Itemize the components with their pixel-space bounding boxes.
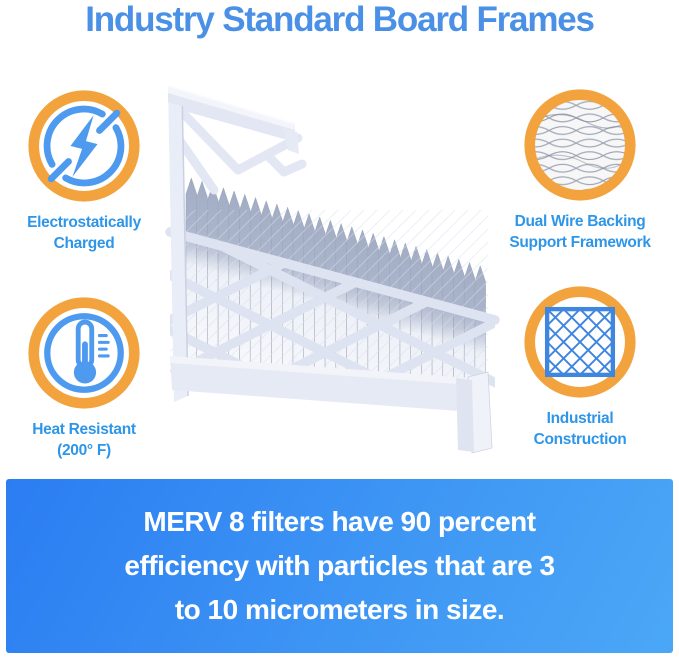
banner-line: efficiency with particles that are 3 [124,550,555,581]
diamond-lattice-icon [522,284,638,400]
lightning-bolt-icon [26,88,142,204]
merv-efficiency-banner: MERV 8 filters have 90 percent efficienc… [6,479,673,653]
feature-industrial: Industrial Construction [488,284,672,451]
banner-line: MERV 8 filters have 90 percent [143,506,536,537]
banner-line: to 10 micrometers in size. [174,594,505,625]
feature-wire-backing: Dual Wire Backing Support Framework [488,87,672,254]
feature-label-electrostatic: Electrostatically Charged [27,214,141,252]
wire-mesh-icon [522,87,638,203]
feature-electrostatic: Electrostatically Charged [0,88,176,255]
air-filter-image [150,60,510,470]
feature-label-wire-backing: Dual Wire Backing Support Framework [509,213,651,251]
feature-label-industrial: Industrial Construction [533,410,627,448]
thermometer-icon [26,295,142,411]
feature-label-heat-resistant: Heat Resistant (200° F) [32,421,136,459]
feature-heat-resistant: Heat Resistant (200° F) [0,295,176,462]
page-title: Industry Standard Board Frames [85,0,595,39]
